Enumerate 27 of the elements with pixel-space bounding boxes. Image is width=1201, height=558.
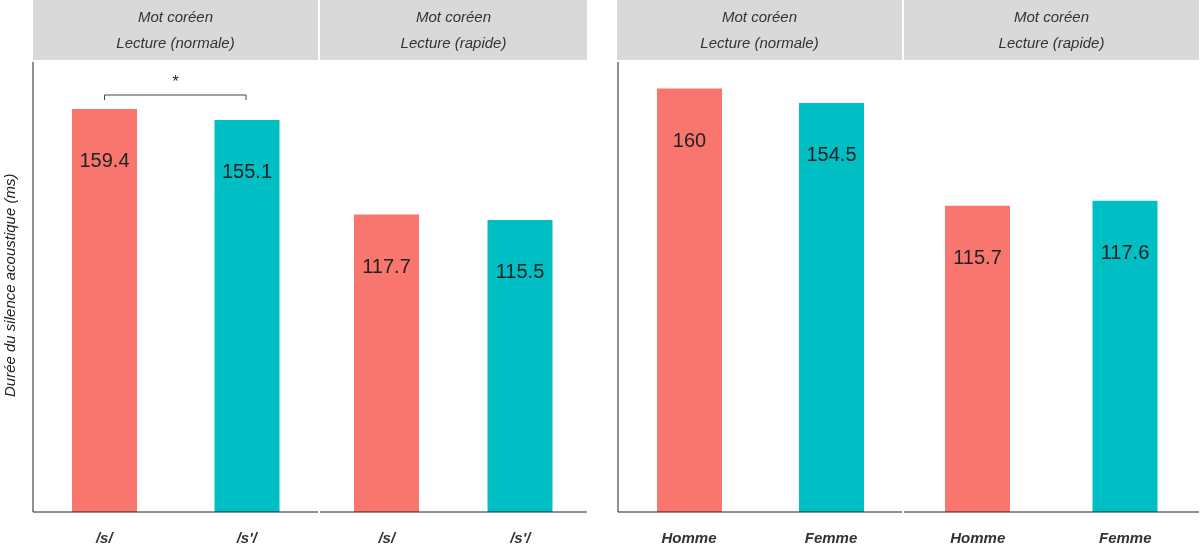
data-label: 115.5 bbox=[495, 260, 545, 283]
x-tick-label: /s'/ bbox=[509, 528, 533, 546]
annotation: * bbox=[171, 73, 180, 92]
chart-subtitle: Lecture (rapide) bbox=[997, 33, 1106, 53]
x-tick-label: /s'/ bbox=[235, 528, 259, 546]
data-label: 115.7 bbox=[953, 245, 1002, 268]
chart-subtitle: Lecture (normale) bbox=[699, 33, 820, 53]
data-label: 160 bbox=[672, 128, 707, 151]
x-tick-label: Homme bbox=[661, 528, 717, 546]
data-label: 154.5 bbox=[806, 143, 857, 166]
x-tick-label: Femme bbox=[804, 528, 858, 546]
chart-title: Mot coréen bbox=[136, 7, 214, 27]
chart-subtitle: Lecture (normale) bbox=[115, 33, 236, 53]
x-tick-label: Femme bbox=[1098, 528, 1152, 546]
data-label: 159.4 bbox=[79, 149, 130, 172]
data-label: 155.1 bbox=[221, 160, 273, 183]
x-tick-label: /s/ bbox=[94, 528, 115, 546]
significance-bracket: * bbox=[104, 73, 247, 101]
chart-title: Mot coréen bbox=[720, 7, 798, 27]
y-axis-title: Durée du silence acoustique (ms) bbox=[1, 173, 19, 397]
data-label: 117.7 bbox=[362, 254, 411, 277]
chart-subtitle: Lecture (rapide) bbox=[399, 33, 508, 53]
chart-title: Mot coréen bbox=[414, 7, 492, 27]
x-tick-label: /s/ bbox=[377, 528, 397, 546]
chart-title: Mot coréen bbox=[1012, 7, 1090, 27]
x-tick-label: Homme bbox=[950, 528, 1006, 546]
data-label: 117.6 bbox=[1100, 240, 1150, 263]
